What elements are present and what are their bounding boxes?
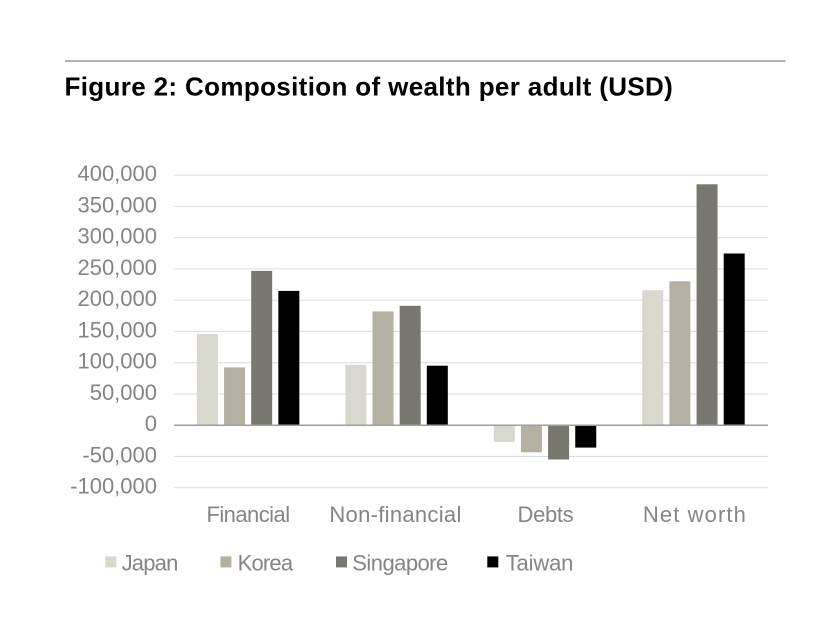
- svg-text:100,000: 100,000: [77, 349, 157, 374]
- svg-text:200,000: 200,000: [77, 286, 157, 311]
- svg-text:0: 0: [145, 411, 157, 436]
- svg-text:400,000: 400,000: [77, 161, 157, 186]
- svg-text:350,000: 350,000: [77, 192, 157, 217]
- svg-text:150,000: 150,000: [77, 317, 157, 342]
- svg-text:Net worth: Net worth: [643, 502, 747, 527]
- svg-text:50,000: 50,000: [90, 380, 157, 405]
- svg-text:Financial: Financial: [206, 502, 289, 527]
- svg-text:Japan: Japan: [122, 550, 178, 575]
- svg-text:-100,000: -100,000: [70, 474, 157, 499]
- svg-text:Taiwan: Taiwan: [506, 550, 574, 575]
- svg-text:Korea: Korea: [238, 550, 294, 575]
- svg-text:300,000: 300,000: [77, 224, 157, 249]
- svg-text:Debts: Debts: [518, 502, 574, 527]
- svg-text:Singapore: Singapore: [352, 550, 448, 575]
- svg-text:-50,000: -50,000: [82, 442, 157, 467]
- svg-text:Non-financial: Non-financial: [329, 502, 461, 527]
- svg-text:Figure 2: Composition of wealt: Figure 2: Composition of wealth per adul…: [65, 72, 674, 102]
- svg-text:250,000: 250,000: [77, 255, 157, 280]
